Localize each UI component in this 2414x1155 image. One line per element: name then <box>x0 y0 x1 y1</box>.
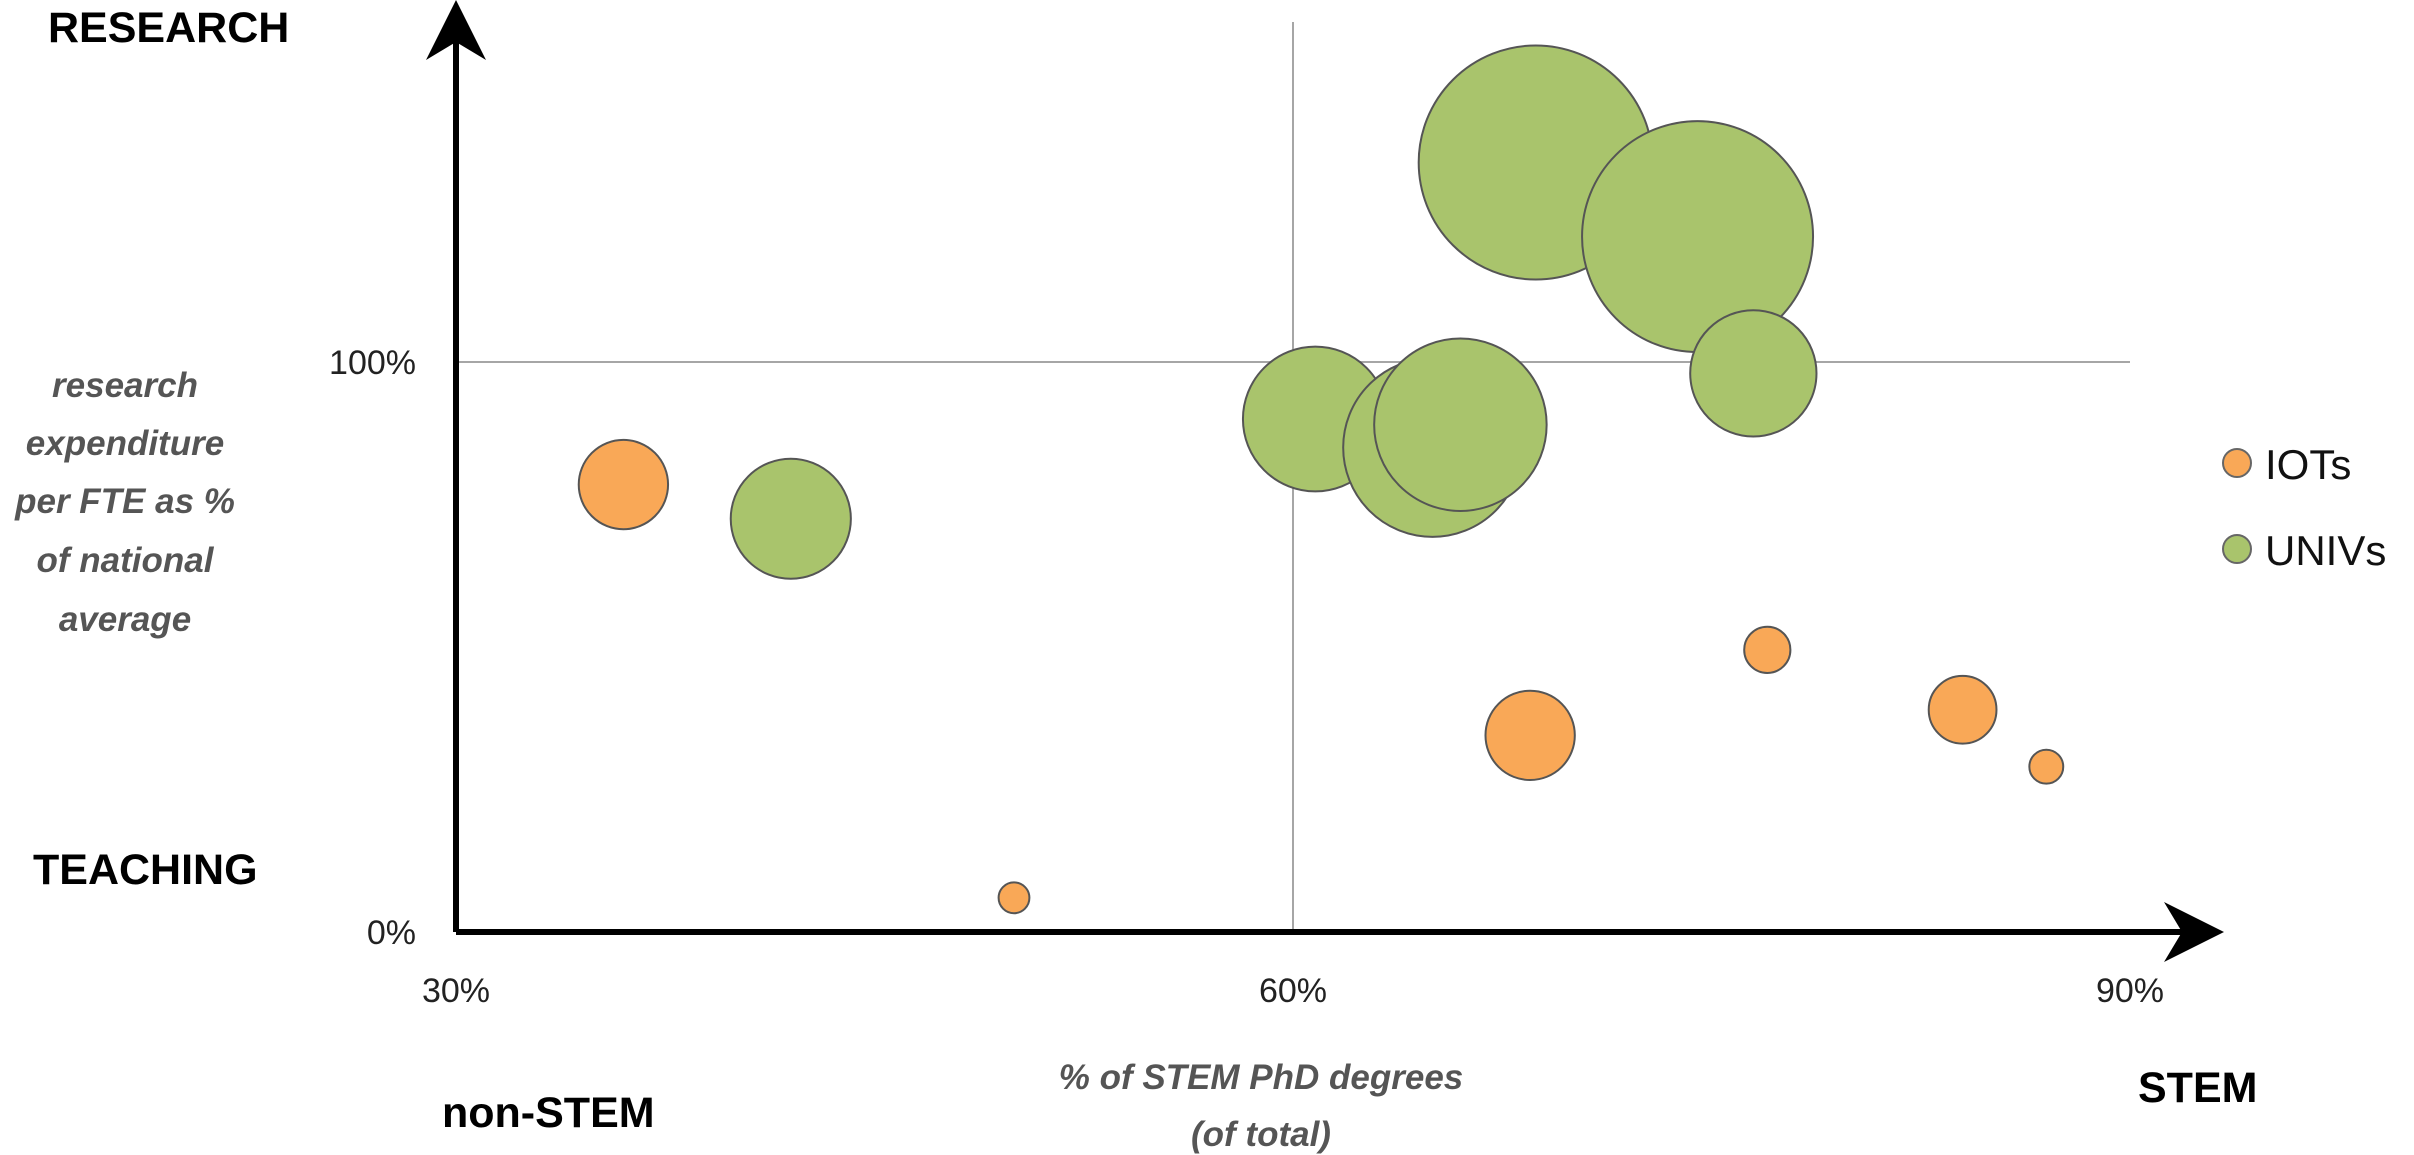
y-axis-title-line-4: of national <box>37 541 215 580</box>
x-tick-label-30: 30% <box>422 972 490 1010</box>
y-axis-title-line-2: expenditure <box>26 424 224 463</box>
corner-label-research: RESEARCH <box>48 4 289 52</box>
corner-label-stem: STEM <box>2138 1064 2257 1112</box>
bubble-univs-4 <box>1373 337 1548 512</box>
y-tick-labels: 0% 100% <box>329 344 416 952</box>
legend-marker-iots <box>2222 448 2252 478</box>
bubble-iots-1 <box>577 438 670 531</box>
x-axis-title-line-2: (of total) <box>1191 1115 1331 1154</box>
legend: IOTs UNIVs <box>2222 441 2386 574</box>
bubble-univs-7 <box>1689 309 1818 438</box>
bubble-iots-2 <box>997 881 1031 915</box>
legend-label-univs: UNIVs <box>2265 527 2386 574</box>
x-tick-labels: 30% 60% 90% <box>422 972 2164 1010</box>
x-tick-label-90: 90% <box>2096 972 2164 1010</box>
y-tick-label-100: 100% <box>329 344 416 382</box>
bubble-univs-1 <box>729 457 852 580</box>
bubble-iots-5 <box>1927 674 1998 745</box>
corner-label-non-stem: non-STEM <box>442 1089 655 1137</box>
legend-label-iots: IOTs <box>2265 441 2351 488</box>
legend-marker-univs <box>2222 534 2252 564</box>
bubble-iots-4 <box>1743 625 1792 674</box>
y-axis-title-line-3: per FTE as % <box>14 482 235 521</box>
bubble-iots-3 <box>1484 689 1576 782</box>
y-axis-title-line-1: research <box>52 366 198 405</box>
bubble-iots-6 <box>2028 748 2065 785</box>
bubbles <box>577 44 2065 915</box>
corner-label-teaching: TEACHING <box>33 846 258 894</box>
y-axis-title-line-5: average <box>59 600 191 639</box>
y-tick-label-0: 0% <box>367 914 416 952</box>
x-axis-title-line-1: % of STEM PhD degrees <box>1059 1058 1464 1097</box>
x-tick-label-60: 60% <box>1259 972 1327 1010</box>
